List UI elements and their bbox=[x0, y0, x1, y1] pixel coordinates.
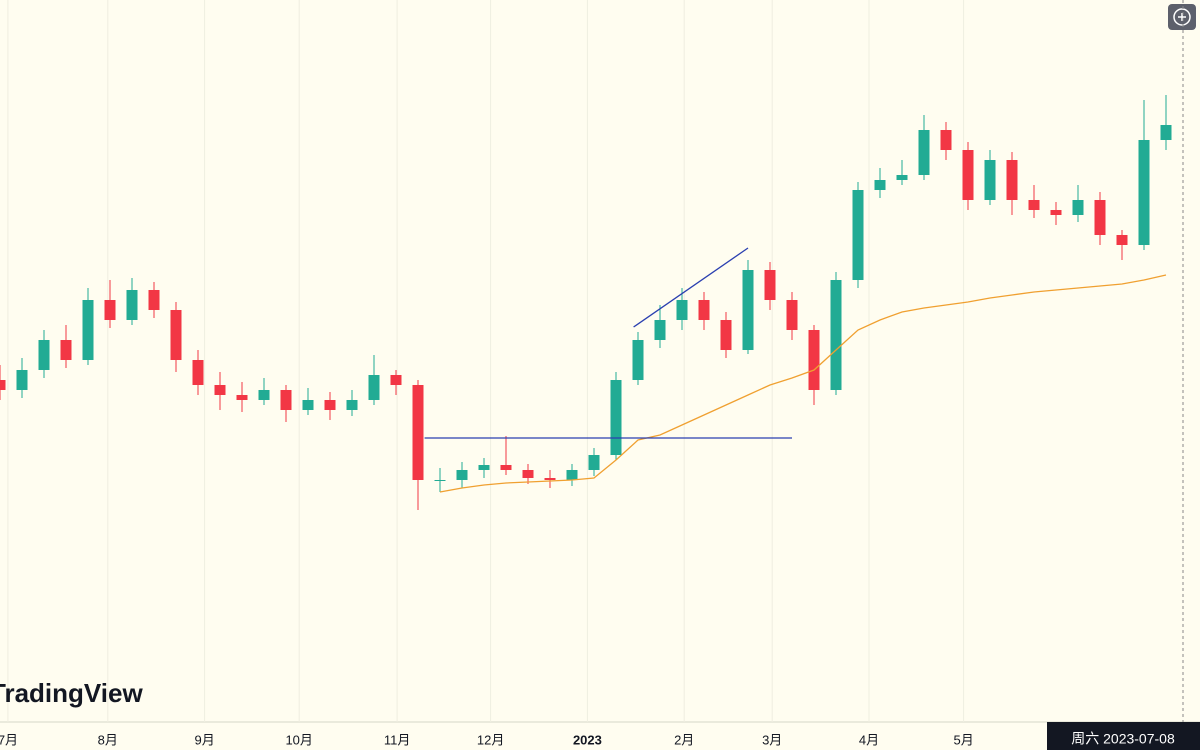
candle-body bbox=[390, 375, 402, 385]
candle-body bbox=[16, 370, 28, 390]
candle-body bbox=[280, 390, 292, 410]
candle-body bbox=[148, 290, 160, 310]
candle-body bbox=[654, 320, 666, 340]
candle-body bbox=[258, 390, 270, 400]
candle-body bbox=[302, 400, 314, 410]
x-tick-label: 7月 bbox=[0, 732, 18, 747]
candle-body bbox=[324, 400, 336, 410]
candle-body bbox=[786, 300, 798, 330]
candle-body bbox=[808, 330, 820, 390]
cursor-label-box bbox=[1047, 722, 1200, 750]
x-tick-label: 3月 bbox=[762, 732, 782, 747]
candle-body bbox=[1160, 125, 1172, 140]
x-tick-label: 12月 bbox=[477, 732, 504, 747]
candle-body bbox=[522, 470, 534, 478]
candle-body bbox=[82, 300, 94, 360]
candle-body bbox=[192, 360, 204, 385]
candle-body bbox=[478, 465, 490, 470]
x-tick-label: 4月 bbox=[859, 732, 879, 747]
candle-body bbox=[544, 478, 556, 480]
candle-body bbox=[456, 470, 468, 480]
candle-body bbox=[1050, 210, 1062, 215]
candle-body bbox=[874, 180, 886, 190]
candle-body bbox=[346, 400, 358, 410]
moving-average bbox=[439, 274, 1167, 493]
candle-body bbox=[1094, 200, 1106, 235]
candle-body bbox=[676, 300, 688, 320]
candle-body bbox=[1006, 160, 1018, 200]
candle-body bbox=[632, 340, 644, 380]
candle-body bbox=[566, 470, 578, 480]
candle-body bbox=[962, 150, 974, 200]
candle-body bbox=[412, 385, 424, 480]
candle-body bbox=[434, 480, 446, 481]
candle-body bbox=[588, 455, 600, 470]
x-tick-label: 2月 bbox=[674, 732, 694, 747]
x-tick-label: 11月 bbox=[384, 732, 411, 747]
candle-body bbox=[720, 320, 732, 350]
candle-body bbox=[1138, 140, 1150, 245]
candle-body bbox=[830, 280, 842, 390]
candle-body bbox=[1028, 200, 1040, 210]
candle-body bbox=[610, 380, 622, 455]
candle-body bbox=[104, 300, 116, 320]
x-tick-label: 8月 bbox=[98, 732, 118, 747]
zoom-button[interactable] bbox=[1168, 4, 1196, 30]
candle-body bbox=[500, 465, 512, 470]
candle-body bbox=[368, 375, 380, 400]
candle-body bbox=[940, 130, 952, 150]
candle-body bbox=[698, 300, 710, 320]
trend-line bbox=[633, 247, 749, 328]
candle-body bbox=[60, 340, 72, 360]
x-tick-label: 9月 bbox=[194, 732, 214, 747]
candle-body bbox=[1116, 235, 1128, 245]
candle-body bbox=[236, 395, 248, 400]
x-tick-label: 10月 bbox=[285, 732, 312, 747]
cursor-label: 周六 2023-07-08 bbox=[1071, 731, 1175, 747]
candle-body bbox=[38, 340, 50, 370]
candle-body bbox=[896, 175, 908, 180]
candle-body bbox=[918, 130, 930, 175]
logo: TradingView bbox=[0, 678, 143, 708]
candle-body bbox=[170, 310, 182, 360]
x-tick-label: 2023 bbox=[573, 732, 602, 747]
candle-body bbox=[742, 270, 754, 350]
candle-body bbox=[1072, 200, 1084, 215]
candle-body bbox=[764, 270, 776, 300]
candle-body bbox=[126, 290, 138, 320]
candle-body bbox=[214, 385, 226, 395]
x-tick-label: 5月 bbox=[953, 732, 973, 747]
candle-body bbox=[0, 380, 6, 390]
candle-body bbox=[984, 160, 996, 200]
candle-body bbox=[852, 190, 864, 280]
